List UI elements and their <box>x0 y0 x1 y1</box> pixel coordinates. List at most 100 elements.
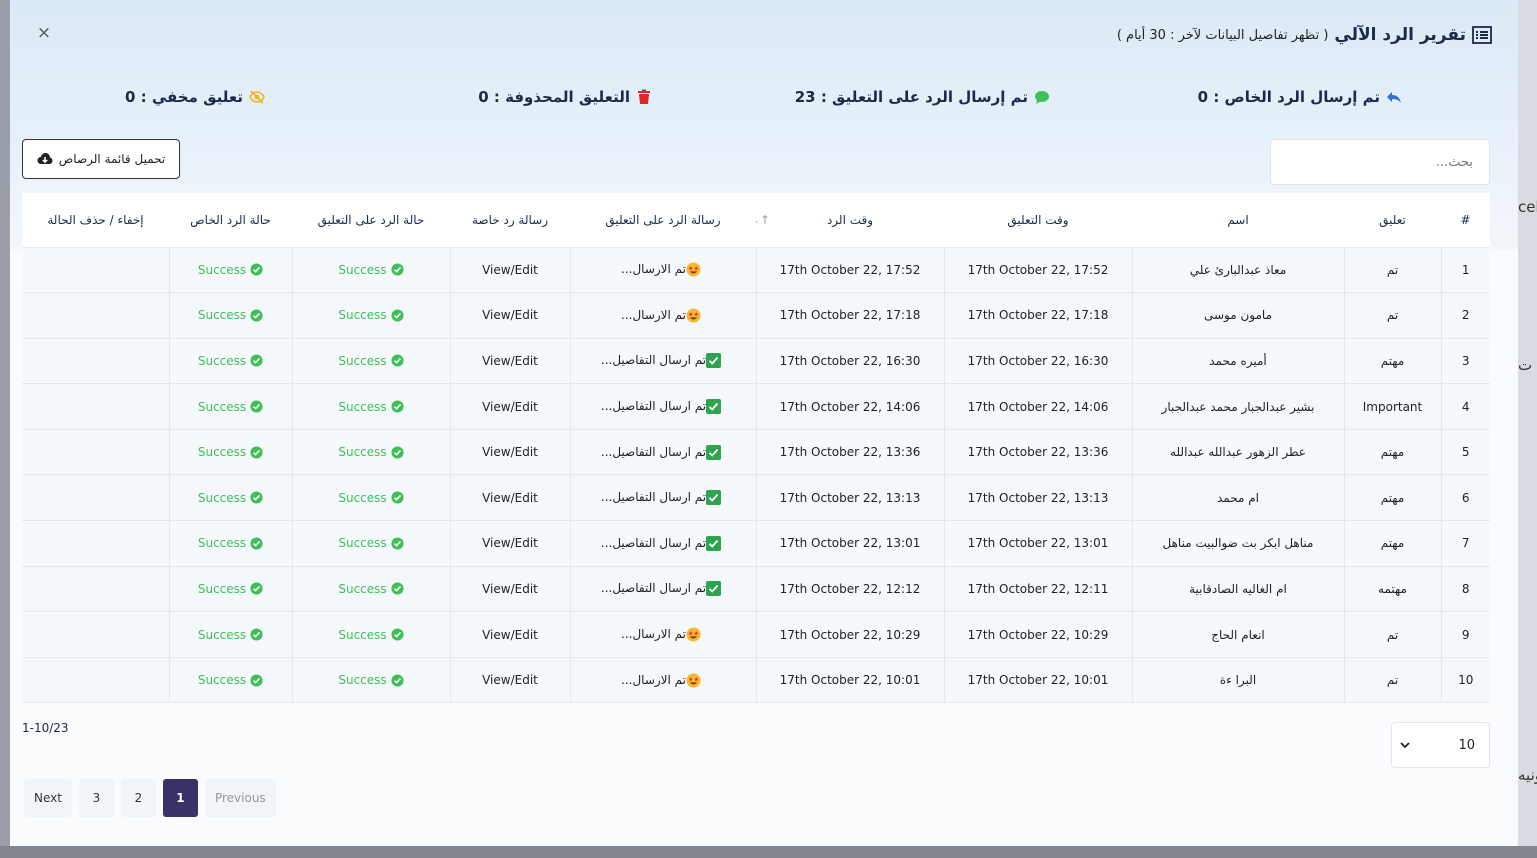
check-box-icon <box>706 535 722 551</box>
cell-name[interactable]: البرا ءة <box>1131 657 1344 704</box>
cell-name[interactable]: معاذ عبدالبارئ علي <box>1131 247 1344 294</box>
column-header-name[interactable]: اسم <box>1132 193 1344 248</box>
column-header-hide-delete-status[interactable]: إخفاء / حذف الحالة <box>22 193 169 248</box>
column-header-comment-reply-message[interactable]: رسالة الرد على التعليق <box>570 193 756 248</box>
stat-deleted-comments: التعليق المحذوفة : 0 <box>478 88 652 106</box>
cell-private-reply[interactable]: View/Edit <box>449 657 570 704</box>
cell-private-reply-status: Success <box>168 383 292 430</box>
cell-reply-time: 17th October 22, 16:30 <box>755 338 944 385</box>
cell-reply-message[interactable]: تم الارسال... <box>569 611 756 658</box>
cell-reply-message[interactable]: تم ارسال التفاصيل... <box>569 429 756 476</box>
cell-reply-time: 17th October 22, 10:29 <box>755 611 944 658</box>
cell-name[interactable]: انعام الحاج <box>1131 611 1344 658</box>
cell-comment-reply-status: Success <box>291 247 450 294</box>
cell-comment-reply-status: Success <box>291 429 450 476</box>
background-text-fragment: ceb <box>1518 198 1537 216</box>
check-circle-icon <box>250 491 263 504</box>
column-header-index[interactable]: # <box>1441 193 1490 248</box>
page-button-2[interactable]: 2 <box>120 779 156 817</box>
cell-comment-time: 17th October 22, 13:01 <box>943 520 1132 567</box>
search-input[interactable] <box>1270 139 1490 185</box>
cell-reply-message[interactable]: تم ارسال التفاصيل... <box>569 383 756 430</box>
cell-reply-time: 17th October 22, 12:12 <box>755 566 944 613</box>
cell-name[interactable]: مامون موسى <box>1131 292 1344 339</box>
status-badge: Success <box>338 673 404 687</box>
pagination-range: 1-10/23 <box>22 721 69 735</box>
cell-private-reply-status: Success <box>168 611 292 658</box>
column-header-comment-time[interactable]: وقت التعليق ↓ <box>936 193 1132 248</box>
column-header-comment[interactable]: تعليق <box>1344 193 1441 248</box>
view-edit-link: View/Edit <box>482 536 538 551</box>
cell-private-reply[interactable]: View/Edit <box>449 474 570 522</box>
table-row: 2 تم مامون موسى 17th October 22, 17:18 17th … <box>22 292 1490 339</box>
cell-reply-message[interactable]: تم ارسال التفاصيل... <box>569 474 756 522</box>
check-circle-icon <box>391 491 404 504</box>
page-button-3[interactable]: 3 <box>78 779 114 817</box>
status-badge: Success <box>338 308 404 322</box>
check-circle-icon <box>250 582 263 595</box>
table-row: 8 مهتمه ام الغاليه الصادقابية 17th October … <box>22 566 1490 613</box>
cell-name[interactable]: بشير عبدالجبار محمد عبدالجبار <box>1131 383 1344 430</box>
cell-name[interactable]: ام محمد <box>1131 474 1344 522</box>
cell-reply-time: 17th October 22, 17:18 <box>755 292 944 339</box>
cell-index: 7 <box>1440 520 1490 567</box>
background-page-bottom <box>0 846 1537 858</box>
cell-index: 6 <box>1440 474 1490 522</box>
upload-leads-button[interactable]: تحميل قائمة الرصاص <box>22 139 180 179</box>
cell-private-reply-status: Success <box>168 292 292 339</box>
cell-private-reply[interactable]: View/Edit <box>449 338 570 385</box>
status-badge: Success <box>338 400 404 414</box>
cell-private-reply[interactable]: View/Edit <box>449 292 570 339</box>
column-header-private-reply-message[interactable]: رسالة رد خاصة <box>450 193 570 248</box>
auto-reply-report-modal: × تقرير الرد الآلي ( تظهر تفاصيل البيانا… <box>10 0 1518 846</box>
cell-comment-reply-status: Success <box>291 611 450 658</box>
cell-reply-message[interactable]: تم الارسال... <box>569 657 756 704</box>
cell-private-reply-status: Success <box>168 566 292 613</box>
column-header-comment-reply-status[interactable]: حالة الرد على التعليق <box>292 193 450 248</box>
page-button-1[interactable]: 1 <box>162 779 198 817</box>
column-header-reply-time[interactable]: وقت الرد ↑↓ <box>750 193 944 248</box>
cell-name[interactable]: ام الغاليه الصادقابية <box>1131 566 1344 613</box>
table-row: 3 مهتم أميره محمد 17th October 22, 16:30 17t… <box>22 338 1490 385</box>
cell-comment-time: 17th October 22, 17:52 <box>943 247 1132 294</box>
view-edit-link: View/Edit <box>482 262 538 277</box>
cell-private-reply[interactable]: View/Edit <box>449 383 570 430</box>
check-box-icon <box>706 444 722 460</box>
cell-name[interactable]: عطر الزهور عبدالله عبدالله <box>1131 429 1344 476</box>
cell-comment-reply-status: Success <box>291 383 450 430</box>
cell-hide-delete-status <box>22 247 169 294</box>
check-circle-icon <box>391 263 404 276</box>
cell-reply-message[interactable]: تم ارسال التفاصيل... <box>569 338 756 385</box>
cell-index: 10 <box>1440 657 1490 704</box>
cell-private-reply[interactable]: View/Edit <box>449 611 570 658</box>
stat-label: تعليق مخفي : 0 <box>124 88 243 106</box>
cell-hide-delete-status <box>22 383 169 430</box>
cell-private-reply[interactable]: View/Edit <box>449 520 570 567</box>
cell-comment: مهتم <box>1343 520 1441 567</box>
cell-name[interactable]: أميره محمد <box>1131 338 1344 385</box>
table-row: 9 تم انعام الحاج 17th October 22, 10:29 17th… <box>22 611 1490 658</box>
stat-label: تم إرسال الرد على التعليق : 23 <box>794 88 1028 106</box>
star-struck-emoji-icon <box>686 627 701 642</box>
close-button[interactable]: × <box>36 23 52 43</box>
column-header-private-reply-status[interactable]: حالة الرد الخاص <box>169 193 292 248</box>
cell-index: 2 <box>1440 292 1490 339</box>
check-circle-icon <box>391 400 404 413</box>
page-size-select[interactable]: 10 <box>1391 722 1490 768</box>
cell-private-reply[interactable]: View/Edit <box>449 247 570 294</box>
cell-reply-message[interactable]: تم الارسال... <box>569 247 756 294</box>
previous-page-button[interactable]: Previous <box>204 779 276 817</box>
cell-reply-time: 17th October 22, 13:36 <box>755 429 944 476</box>
status-badge: Success <box>338 354 404 368</box>
cell-private-reply[interactable]: View/Edit <box>449 429 570 476</box>
cell-reply-message[interactable]: تم الارسال... <box>569 292 756 339</box>
cloud-download-icon <box>37 153 53 164</box>
report-table: # تعليق اسم وقت التعليق ↓ وقت الرد ↑↓ رس… <box>22 193 1490 704</box>
cell-reply-message[interactable]: تم ارسال التفاصيل... <box>569 566 756 613</box>
cell-reply-message[interactable]: تم ارسال التفاصيل... <box>569 520 756 567</box>
cell-name[interactable]: مناهل ابكر بت ضوالبيت مناهل <box>1131 520 1344 567</box>
cell-private-reply[interactable]: View/Edit <box>449 566 570 613</box>
status-badge: Success <box>338 628 404 642</box>
next-page-button[interactable]: Next <box>24 779 72 817</box>
status-badge: Success <box>338 491 404 505</box>
